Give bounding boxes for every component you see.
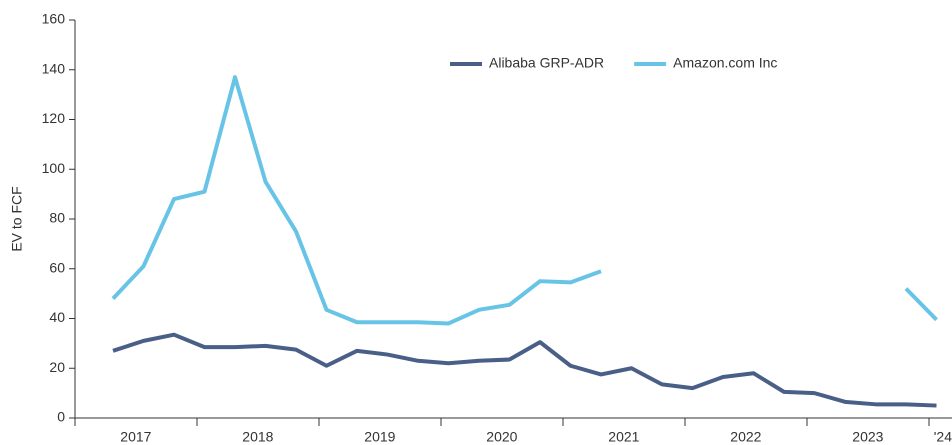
y-tick-label: 80: [49, 210, 65, 226]
y-tick-label: 120: [42, 110, 66, 126]
legend-label: Amazon.com Inc: [673, 55, 777, 71]
series-line: [112, 332, 937, 408]
series-line: [111, 75, 938, 326]
y-tick-label: 20: [49, 359, 65, 375]
x-tick-label: '24: [934, 429, 952, 445]
legend-label: Alibaba GRP-ADR: [489, 55, 604, 71]
y-tick-label: 140: [42, 60, 66, 76]
y-tick-label: 60: [49, 259, 65, 275]
y-tick-label: 0: [57, 409, 65, 425]
x-tick-label: 2023: [852, 429, 883, 445]
y-tick-label: 100: [42, 160, 66, 176]
x-tick-label: 2022: [730, 429, 761, 445]
x-tick-label: 2019: [364, 429, 395, 445]
x-tick-label: 2020: [486, 429, 517, 445]
y-tick-label: 40: [49, 309, 65, 325]
x-tick-label: 2018: [242, 429, 273, 445]
x-tick-label: 2017: [120, 429, 151, 445]
y-axis-label: EV to FCF: [9, 186, 25, 251]
y-tick-label: 160: [42, 11, 66, 27]
x-tick-label: 2021: [608, 429, 639, 445]
